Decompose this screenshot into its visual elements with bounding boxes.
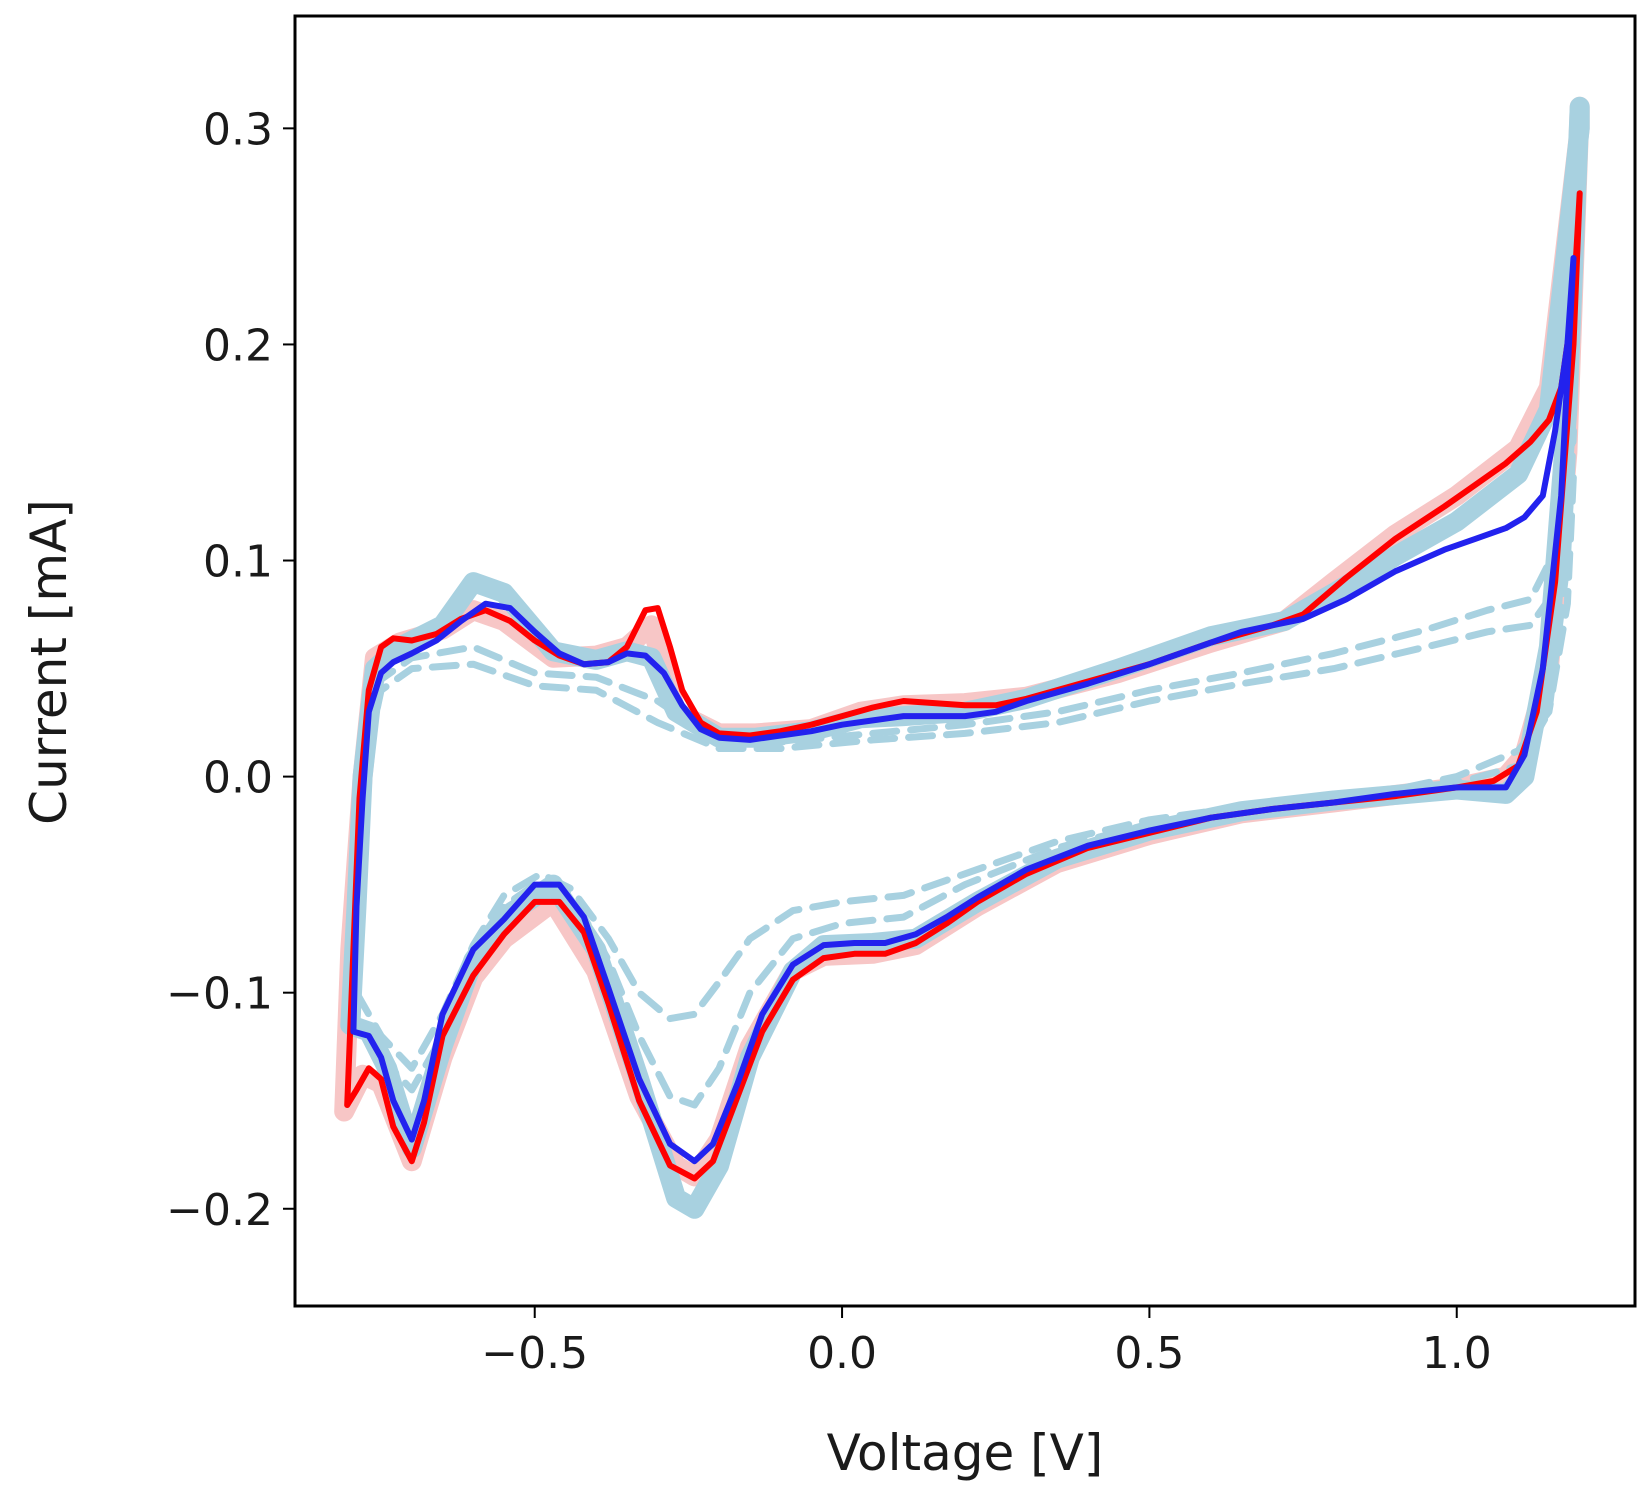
series-light-red-band (334, 96, 1590, 1187)
y-tick-label: 0.2 (203, 320, 273, 371)
y-tick-label: 0.0 (203, 753, 273, 804)
y-tick-label: −0.1 (166, 969, 273, 1020)
y-tick-label: 0.3 (203, 104, 273, 155)
series-light-blue-dashed-1 (353, 470, 1577, 1072)
x-tick-label: 0.0 (807, 1328, 877, 1379)
series-blue (350, 255, 1577, 1165)
x-axis-label: Voltage [V] (827, 1424, 1104, 1482)
plot-frame (293, 14, 1637, 1308)
x-tick-label: 0.5 (1114, 1328, 1184, 1379)
x-axis: −0.5 0.0 0.5 1.0 (481, 1306, 1492, 1379)
x-tick-label: −0.5 (481, 1328, 588, 1379)
y-tick-label: 0.1 (203, 537, 273, 588)
series-red (344, 190, 1583, 1182)
y-axis: −0.2 −0.1 0.0 0.1 0.2 0.3 (166, 104, 295, 1236)
series-layer (334, 96, 1590, 1219)
series-light-blue-band (340, 96, 1590, 1219)
y-axis-label: Current [mA] (20, 499, 78, 825)
x-tick-label: 1.0 (1422, 1328, 1492, 1379)
y-tick-label: −0.2 (166, 1185, 273, 1236)
